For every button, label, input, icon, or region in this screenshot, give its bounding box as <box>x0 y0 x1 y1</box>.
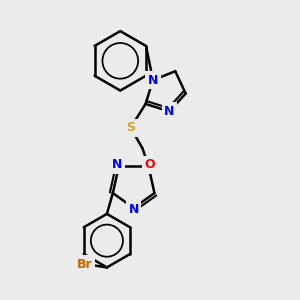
Text: O: O <box>145 158 155 171</box>
Text: S: S <box>126 121 135 134</box>
Text: Br: Br <box>77 258 92 271</box>
Text: N: N <box>148 74 158 87</box>
Text: N: N <box>128 203 139 216</box>
Text: N: N <box>112 158 122 171</box>
Text: N: N <box>164 105 175 118</box>
